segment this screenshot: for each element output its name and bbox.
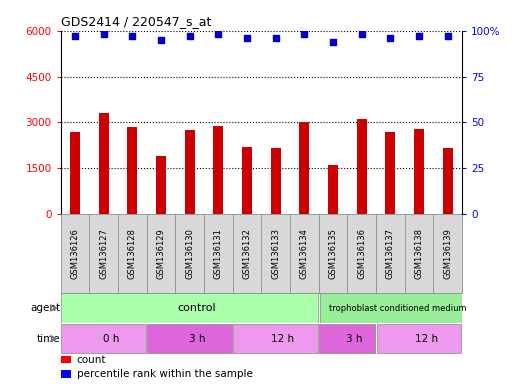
Bar <box>376 324 461 353</box>
Bar <box>61 356 71 363</box>
Bar <box>319 214 347 293</box>
Text: GSM136138: GSM136138 <box>414 228 423 279</box>
Text: GSM136129: GSM136129 <box>156 228 166 279</box>
Bar <box>99 113 109 214</box>
Bar <box>319 324 375 353</box>
Bar <box>328 165 338 214</box>
Point <box>300 31 308 38</box>
Text: count: count <box>77 355 106 365</box>
Bar <box>414 129 424 214</box>
Point <box>271 35 280 41</box>
Bar <box>261 214 290 293</box>
Point <box>386 35 394 41</box>
Bar <box>118 214 147 293</box>
Bar <box>147 324 232 353</box>
Point <box>243 35 251 41</box>
Bar <box>185 130 195 214</box>
Text: GSM136128: GSM136128 <box>128 228 137 279</box>
Bar <box>433 214 462 293</box>
Bar <box>271 149 281 214</box>
Bar <box>70 132 80 214</box>
Text: GSM136132: GSM136132 <box>242 228 251 279</box>
Bar <box>299 122 309 214</box>
Point <box>357 31 366 38</box>
Bar <box>61 370 71 377</box>
Text: GSM136135: GSM136135 <box>328 228 337 279</box>
Bar <box>356 119 366 214</box>
Text: 3 h: 3 h <box>346 334 363 344</box>
Point <box>157 37 165 43</box>
Text: GSM136137: GSM136137 <box>386 228 395 279</box>
Bar <box>156 156 166 214</box>
Text: percentile rank within the sample: percentile rank within the sample <box>77 369 252 379</box>
Bar <box>61 293 318 323</box>
Bar <box>213 126 223 214</box>
Bar <box>347 214 376 293</box>
Bar <box>175 214 204 293</box>
Text: GSM136130: GSM136130 <box>185 228 194 279</box>
Text: GSM136131: GSM136131 <box>214 228 223 279</box>
Text: GSM136133: GSM136133 <box>271 228 280 279</box>
Bar <box>61 214 89 293</box>
Bar <box>61 324 146 353</box>
Bar <box>290 214 319 293</box>
Text: GSM136127: GSM136127 <box>99 228 108 279</box>
Point <box>128 33 137 39</box>
Text: 3 h: 3 h <box>188 334 205 344</box>
Text: 12 h: 12 h <box>271 334 295 344</box>
Bar <box>320 293 463 323</box>
Text: trophoblast conditioned medium: trophoblast conditioned medium <box>329 304 466 313</box>
Text: 0 h: 0 h <box>102 334 119 344</box>
Point <box>185 33 194 39</box>
Bar <box>204 214 233 293</box>
Bar <box>147 214 175 293</box>
Point <box>71 33 79 39</box>
Point <box>415 33 423 39</box>
Bar <box>404 214 433 293</box>
Bar <box>89 214 118 293</box>
Text: GSM136126: GSM136126 <box>71 228 80 279</box>
Bar <box>233 324 318 353</box>
Text: control: control <box>177 303 216 313</box>
Text: agent: agent <box>31 303 61 313</box>
Bar <box>376 214 404 293</box>
Text: GDS2414 / 220547_s_at: GDS2414 / 220547_s_at <box>61 15 211 28</box>
Point <box>214 31 223 38</box>
Text: GSM136136: GSM136136 <box>357 228 366 279</box>
Bar <box>385 132 395 214</box>
Bar <box>442 149 452 214</box>
Point <box>329 39 337 45</box>
Point <box>444 33 452 39</box>
Point <box>99 31 108 38</box>
Bar <box>242 147 252 214</box>
Bar <box>233 214 261 293</box>
Bar <box>127 127 137 214</box>
Text: time: time <box>37 334 61 344</box>
Text: GSM136134: GSM136134 <box>300 228 309 279</box>
Text: 12 h: 12 h <box>414 334 438 344</box>
Text: GSM136139: GSM136139 <box>443 228 452 279</box>
